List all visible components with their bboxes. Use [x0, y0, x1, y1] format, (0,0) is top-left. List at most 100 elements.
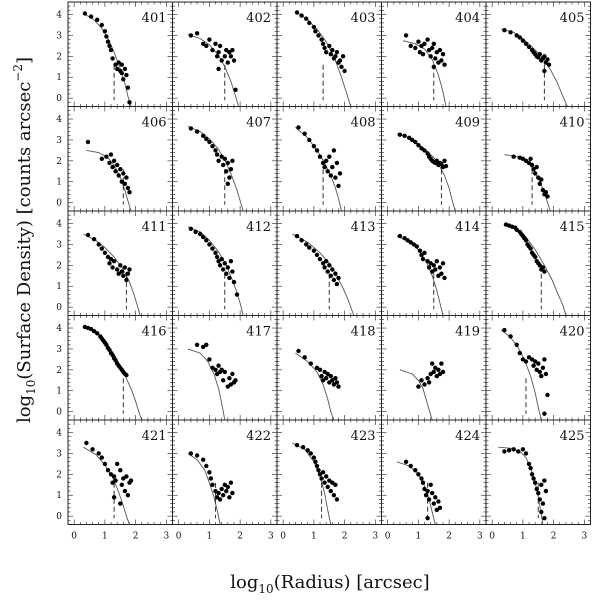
data-point: [125, 185, 131, 191]
data-point: [188, 33, 194, 38]
data-point: [523, 41, 529, 46]
data-point: [425, 516, 430, 521]
data-point: [331, 493, 337, 498]
y-tick-label: 2: [56, 366, 62, 376]
data-point: [430, 45, 435, 51]
data-point: [224, 488, 229, 494]
data-point: [336, 275, 341, 281]
data-point: [193, 229, 198, 235]
data-point: [118, 501, 123, 506]
data-point: [508, 334, 513, 339]
data-point: [313, 29, 318, 34]
panel-label: 423: [351, 429, 376, 444]
data-point: [307, 20, 312, 26]
data-point: [325, 484, 330, 490]
data-point: [440, 52, 446, 57]
data-point: [204, 43, 209, 49]
data-point: [436, 367, 441, 372]
data-point: [420, 480, 426, 485]
data-point: [99, 156, 105, 161]
data-point: [208, 476, 214, 481]
panel-label: 421: [142, 429, 167, 444]
data-point: [397, 233, 403, 239]
x-tick-label: 1: [520, 532, 526, 542]
data-point: [422, 148, 427, 153]
data-point: [217, 497, 223, 502]
data-point: [122, 181, 128, 186]
panel-label: 408: [351, 116, 376, 131]
panel-409: 409: [381, 106, 487, 212]
data-point: [528, 246, 533, 251]
x-tick-label: 0: [71, 532, 77, 542]
data-point: [327, 263, 332, 268]
x-tick-label: 1: [416, 532, 422, 542]
data-point: [201, 344, 206, 350]
data-point: [422, 250, 427, 255]
data-point: [324, 259, 329, 264]
data-point: [121, 171, 126, 176]
data-point: [325, 169, 330, 174]
data-point: [118, 263, 123, 268]
data-point: [111, 495, 117, 500]
data-point: [520, 447, 526, 452]
y-axis-label: log10(Surface Density) [counts arcsec−2]: [11, 57, 38, 423]
data-point: [230, 371, 235, 377]
data-point: [296, 348, 301, 354]
x-tick-label: 1: [102, 532, 108, 542]
data-point: [108, 256, 114, 262]
data-point: [439, 361, 444, 366]
data-point: [304, 242, 309, 247]
data-point: [403, 459, 409, 464]
data-point: [333, 482, 338, 487]
data-point: [433, 495, 438, 500]
data-point: [426, 380, 432, 385]
data-point: [537, 369, 542, 375]
data-point: [91, 329, 97, 334]
data-point: [320, 160, 326, 166]
panel-414: 414: [381, 210, 487, 316]
panel-label: 411: [142, 220, 167, 235]
data-point: [339, 64, 344, 70]
data-point: [221, 267, 226, 272]
data-point: [119, 482, 125, 487]
panel-label: 424: [455, 429, 480, 444]
data-point: [311, 144, 317, 149]
data-point: [231, 58, 237, 63]
data-point: [334, 380, 340, 385]
data-point: [233, 378, 238, 383]
data-point: [529, 162, 535, 168]
data-point: [198, 231, 203, 237]
data-point: [300, 445, 306, 450]
data-point: [324, 158, 329, 163]
y-tick-label: 0: [56, 94, 62, 104]
panel-label: 404: [455, 11, 480, 26]
data-point: [534, 367, 539, 372]
data-point: [311, 24, 317, 30]
y-tick-label: 0: [56, 512, 62, 522]
panel-label: 414: [455, 220, 480, 235]
data-point: [116, 271, 121, 276]
data-point: [534, 486, 539, 492]
data-point: [529, 472, 535, 477]
data-point: [526, 355, 532, 360]
data-point: [322, 480, 327, 485]
data-point: [528, 156, 533, 161]
data-point: [299, 238, 304, 243]
model-curve: [295, 352, 335, 420]
data-point: [416, 143, 421, 148]
panel-413: 413: [276, 210, 382, 316]
x-tick-label: 3: [372, 532, 378, 542]
data-point: [319, 373, 324, 379]
panel-label: 403: [351, 11, 376, 26]
data-point: [314, 148, 320, 153]
panel-label: 402: [246, 11, 271, 26]
data-point: [433, 56, 438, 61]
data-point: [324, 376, 329, 381]
data-point: [188, 126, 194, 131]
data-point: [422, 41, 427, 46]
data-point: [325, 269, 330, 274]
y-tick-label: 1: [56, 178, 62, 188]
data-point: [442, 62, 447, 67]
data-point: [442, 275, 447, 281]
data-point: [124, 175, 129, 180]
